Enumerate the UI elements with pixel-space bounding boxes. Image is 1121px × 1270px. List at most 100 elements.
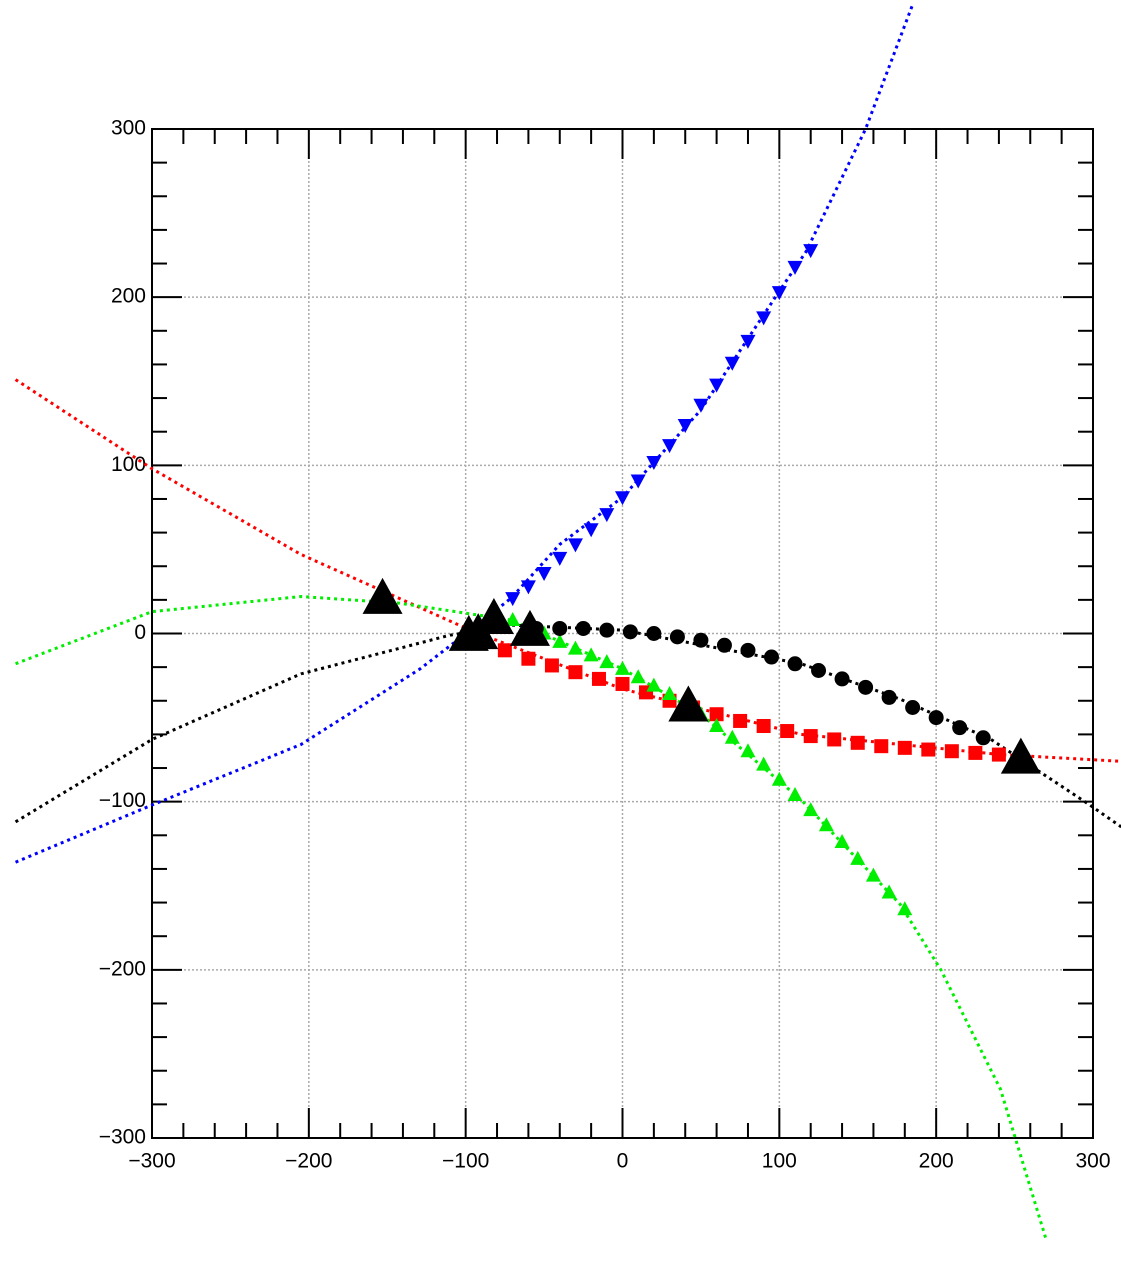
triangle-marker bbox=[803, 802, 819, 817]
triangle-down-marker bbox=[630, 474, 646, 489]
triangle-marker bbox=[818, 817, 834, 832]
triangle-down-marker bbox=[505, 592, 521, 607]
triangle-down-marker bbox=[693, 398, 709, 413]
triangle-down-marker bbox=[771, 286, 787, 301]
y-tick-label: −300 bbox=[99, 1126, 146, 1149]
circle-marker bbox=[928, 710, 944, 726]
square-marker bbox=[709, 707, 724, 722]
x-tick-label: 100 bbox=[762, 1150, 797, 1173]
triangle-marker bbox=[646, 677, 662, 692]
triangle-marker bbox=[615, 660, 630, 675]
fit-curve bbox=[14, 4, 915, 864]
triangle-down-marker bbox=[615, 491, 630, 506]
y-tick-label: 100 bbox=[111, 453, 146, 476]
triangle-marker bbox=[771, 771, 787, 786]
circle-marker bbox=[905, 699, 921, 715]
plot-frame bbox=[151, 128, 1094, 1139]
square-marker bbox=[968, 745, 983, 760]
square-marker bbox=[497, 643, 512, 658]
triangle-down-marker bbox=[724, 356, 740, 371]
y-tick-label: 300 bbox=[111, 117, 146, 140]
circle-marker bbox=[952, 720, 968, 736]
big-triangle-marker bbox=[509, 609, 550, 646]
square-marker bbox=[803, 729, 818, 744]
triangle-marker bbox=[881, 884, 897, 899]
circle-marker bbox=[763, 649, 779, 665]
big-triangle-marker bbox=[473, 598, 514, 635]
square-marker bbox=[921, 742, 936, 757]
triangle-down-marker bbox=[787, 260, 803, 275]
triangle-down-marker bbox=[803, 244, 819, 259]
x-tick-label: −300 bbox=[128, 1150, 175, 1173]
circle-marker bbox=[811, 662, 827, 678]
circle-marker bbox=[552, 620, 568, 636]
triangle-marker bbox=[599, 654, 615, 669]
triangle-marker bbox=[709, 717, 725, 732]
triangle-down-marker bbox=[740, 334, 756, 349]
circle-marker bbox=[622, 624, 638, 640]
fit-curve bbox=[14, 623, 1121, 829]
y-tick-label: −200 bbox=[99, 957, 146, 980]
y-tick-label: 200 bbox=[111, 285, 146, 308]
square-marker bbox=[827, 732, 842, 747]
circle-marker bbox=[740, 642, 756, 658]
circle-marker bbox=[669, 629, 685, 645]
triangle-marker bbox=[740, 743, 756, 758]
square-marker bbox=[756, 718, 771, 733]
square-marker bbox=[897, 740, 912, 755]
x-tick-label: −200 bbox=[285, 1150, 332, 1173]
circle-marker bbox=[834, 671, 850, 687]
triangle-marker bbox=[552, 633, 568, 648]
big-triangle-marker bbox=[1000, 737, 1041, 774]
circle-marker bbox=[881, 689, 897, 705]
square-marker bbox=[991, 747, 1006, 762]
triangle-marker bbox=[787, 786, 803, 801]
fit-curve bbox=[15, 594, 1048, 1240]
triangle-down-marker bbox=[552, 551, 568, 566]
triangle-marker bbox=[850, 850, 866, 865]
y-tick-label: −100 bbox=[99, 789, 146, 812]
triangle-down-marker bbox=[709, 378, 725, 393]
triangle-down-marker bbox=[599, 508, 615, 523]
triangle-marker bbox=[583, 647, 599, 662]
fit-curve bbox=[14, 378, 1121, 763]
triangle-marker bbox=[724, 729, 740, 744]
triangle-down-marker bbox=[677, 418, 693, 433]
triangle-down-marker bbox=[520, 580, 536, 595]
circle-marker bbox=[599, 622, 615, 638]
triangle-marker bbox=[567, 640, 583, 655]
square-marker bbox=[544, 658, 559, 673]
triangle-marker bbox=[662, 686, 678, 701]
square-marker bbox=[568, 665, 583, 680]
square-marker bbox=[521, 651, 536, 666]
square-marker bbox=[874, 739, 889, 754]
triangle-marker bbox=[834, 834, 850, 849]
triangle-marker bbox=[897, 901, 913, 916]
circle-marker bbox=[975, 730, 991, 746]
y-tick-label: 0 bbox=[134, 621, 146, 644]
triangle-down-marker bbox=[662, 439, 678, 454]
triangle-marker bbox=[630, 669, 646, 684]
circle-marker bbox=[646, 626, 662, 641]
square-marker bbox=[780, 724, 795, 739]
triangle-marker bbox=[865, 867, 881, 882]
big-triangle-marker bbox=[362, 577, 403, 614]
big-triangle-marker bbox=[668, 685, 709, 722]
x-tick-label: 200 bbox=[919, 1150, 954, 1173]
square-marker bbox=[850, 735, 865, 750]
circle-marker bbox=[787, 656, 803, 672]
triangle-marker bbox=[756, 756, 772, 771]
x-tick-label: 300 bbox=[1075, 1150, 1110, 1173]
triangle-marker bbox=[505, 612, 521, 627]
square-marker bbox=[733, 713, 748, 728]
square-marker bbox=[944, 744, 959, 759]
triangle-down-marker bbox=[583, 523, 599, 538]
circle-marker bbox=[575, 620, 591, 636]
circle-marker bbox=[858, 679, 874, 695]
x-tick-label: 0 bbox=[617, 1150, 629, 1173]
circle-marker bbox=[693, 632, 709, 648]
x-tick-label: −100 bbox=[442, 1150, 489, 1173]
triangle-down-marker bbox=[567, 538, 583, 553]
square-marker bbox=[615, 676, 630, 691]
